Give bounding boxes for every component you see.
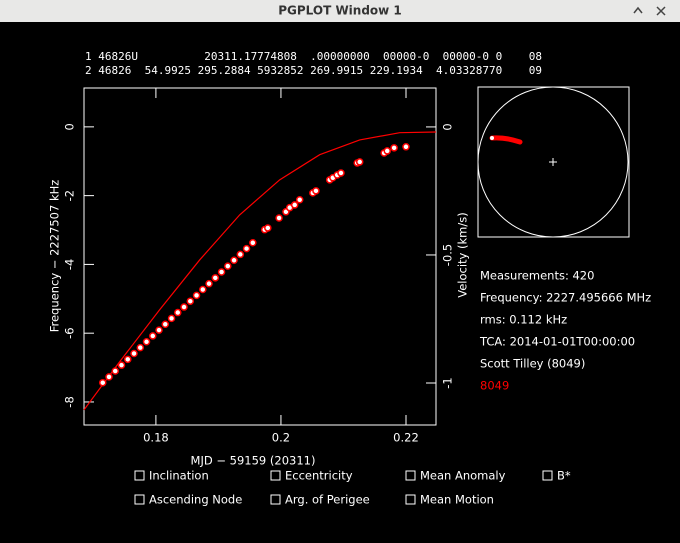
checkbox-option[interactable]: Mean Motion (405, 493, 494, 507)
checkbox-option[interactable]: B* (542, 469, 571, 483)
measurement-point (383, 147, 391, 155)
tle-line: 2 46826 54.9925 295.2884 5932852 269.991… (85, 64, 542, 77)
checkbox-label: Eccentricity (285, 469, 353, 483)
measurement-point (290, 201, 299, 209)
measurement-point (230, 256, 238, 265)
measurement-point (402, 143, 410, 151)
x-axis-label: MJD − 59159 (20311) (191, 454, 316, 468)
measurement-point (180, 303, 188, 311)
window-title: PGPLOT Window 1 (278, 4, 402, 18)
measurement-point (236, 250, 245, 259)
measurement-point (130, 349, 138, 358)
checkbox-label: Inclination (149, 469, 209, 483)
y-tick-label: 0 (63, 123, 77, 130)
polar-point (490, 136, 494, 140)
checkbox-option[interactable]: Mean Anomaly (405, 469, 506, 483)
measurement-point (155, 326, 163, 334)
measurement-point (211, 274, 220, 282)
measurement-point (192, 291, 201, 300)
measurement-point (142, 338, 151, 346)
checkbox[interactable] (405, 494, 416, 505)
checkbox-option[interactable]: Arg. of Perigee (270, 493, 370, 507)
measurement-point (111, 367, 120, 375)
checkbox[interactable] (134, 470, 145, 481)
checkbox-option[interactable]: Inclination (134, 469, 209, 483)
fit-curve (83, 131, 437, 411)
measurement-point (149, 332, 157, 340)
polar-center (549, 158, 557, 166)
info-text: Measurements: 420 (480, 269, 594, 283)
measurement-point (337, 169, 345, 177)
measurement-point (275, 214, 283, 222)
measurement-point (295, 196, 304, 204)
measurement-point (117, 361, 126, 369)
checkbox[interactable] (405, 470, 416, 481)
x-tick-label: 0.22 (393, 431, 419, 445)
measurement-point (249, 238, 257, 247)
measurement-point (224, 262, 232, 270)
info-text: Frequency: 2227.495666 MHz (480, 291, 651, 305)
y2-axis-label: Velocity (km/s) (456, 212, 470, 297)
checkbox-label: B* (557, 469, 571, 483)
checkbox-label: Arg. of Perigee (285, 493, 370, 507)
info-text: 8049 (480, 379, 509, 393)
measurement-point (167, 314, 176, 323)
checkbox[interactable] (134, 494, 145, 505)
title-bar (0, 0, 680, 22)
checkbox-option[interactable]: Eccentricity (270, 469, 353, 483)
checkbox[interactable] (270, 494, 281, 505)
polar-track (489, 135, 523, 145)
measurement-point (136, 343, 145, 352)
checkbox-label: Mean Motion (420, 493, 494, 507)
measurement-point (205, 279, 213, 288)
y2-tick-label: 0 (441, 123, 455, 130)
close-button[interactable] (656, 6, 666, 16)
plot-frame (83, 87, 437, 426)
measurement-point (390, 144, 398, 152)
checkbox[interactable] (270, 470, 281, 481)
y-tick-label: -2 (63, 190, 77, 201)
y-tick-label: -4 (63, 259, 77, 270)
maximize-button[interactable] (633, 6, 643, 14)
info-text: rms: 0.112 kHz (480, 313, 567, 327)
x-tick-label: 0.2 (272, 431, 290, 445)
y2-tick-label: -1 (441, 377, 455, 388)
measurement-point (312, 187, 320, 195)
info-text: TCA: 2014-01-01T00:00:00 (479, 335, 635, 349)
measurement-point (99, 378, 107, 387)
measurement-point (186, 297, 195, 305)
checkbox-option[interactable]: Ascending Node (134, 493, 242, 507)
measurement-point (355, 158, 364, 166)
polar-circle (477, 86, 629, 238)
polar-plot (477, 86, 630, 238)
y-axis-label: Frequency − 2227507 kHz (48, 180, 62, 333)
measurement-point (174, 308, 182, 317)
measurement-point (124, 355, 132, 364)
y-tick-label: -6 (63, 327, 77, 338)
checkbox-label: Ascending Node (149, 493, 242, 507)
measurement-point (242, 244, 251, 253)
measurement-point (264, 224, 272, 232)
checkbox-label: Mean Anomaly (420, 469, 506, 483)
tle-line: 1 46826U 20311.17774808 .00000000 00000-… (85, 50, 542, 63)
y2-tick-label: -0.5 (441, 244, 455, 266)
measurement-point (161, 320, 170, 328)
measurement-point (199, 285, 207, 294)
checkbox[interactable] (542, 470, 553, 481)
info-text: Scott Tilley (8049) (480, 357, 585, 371)
measurement-point (217, 268, 226, 276)
x-tick-label: 0.18 (143, 431, 169, 445)
y-tick-label: -8 (63, 396, 77, 407)
measurement-point (105, 373, 113, 381)
